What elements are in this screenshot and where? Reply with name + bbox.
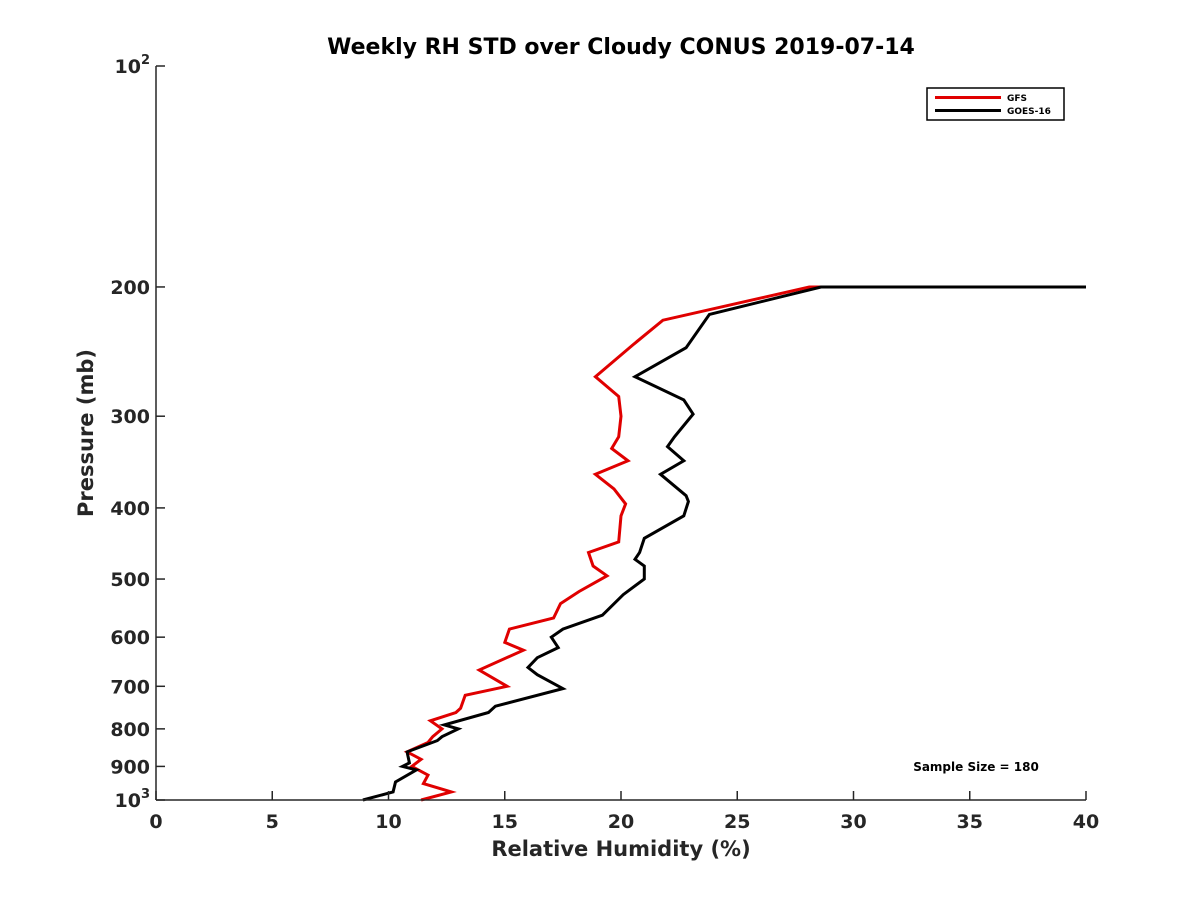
y-ticks: 102 200 300 400 500 600 700 800 900 103 [110, 53, 165, 812]
series-line-goes16 [362, 285, 1086, 802]
y-tick-label: 700 [110, 676, 150, 698]
x-tick-label: 40 [1073, 811, 1099, 833]
series-lines [362, 285, 1086, 802]
y-tick-label: 900 [110, 756, 150, 778]
x-tick-label: 30 [840, 811, 866, 833]
legend-label-gfs: GFS [1007, 94, 1027, 104]
x-tick-label: 15 [492, 811, 518, 833]
x-tick-label: 0 [149, 811, 162, 833]
y-tick-label: 200 [110, 277, 150, 299]
legend-box [926, 87, 1065, 121]
legend-label-goes16: GOES-16 [1007, 107, 1051, 117]
x-tick-label: 20 [608, 811, 634, 833]
chart-title: Weekly RH STD over Cloudy CONUS 2019-07-… [327, 35, 915, 60]
x-tick-label: 5 [266, 811, 279, 833]
y-tick-label: 600 [110, 627, 150, 649]
y-axis-label: Pressure (mb) [74, 349, 98, 517]
y-tick-label: 400 [110, 498, 150, 520]
y-tick-label: 300 [110, 406, 150, 428]
x-tick-label: 35 [957, 811, 983, 833]
x-tick-label: 25 [724, 811, 750, 833]
sample-size-annotation: Sample Size = 180 [913, 760, 1039, 774]
y-tick-label: 102 [115, 53, 151, 78]
x-axis-label: Relative Humidity (%) [491, 837, 750, 861]
x-ticks: 0 5 10 15 20 25 30 35 40 [149, 791, 1099, 833]
legend: GFS GOES-16 [926, 87, 1065, 121]
y-tick-label: 103 [115, 787, 151, 812]
y-tick-label: 500 [110, 569, 150, 591]
y-tick-label: 800 [110, 719, 150, 741]
x-tick-label: 10 [375, 811, 401, 833]
